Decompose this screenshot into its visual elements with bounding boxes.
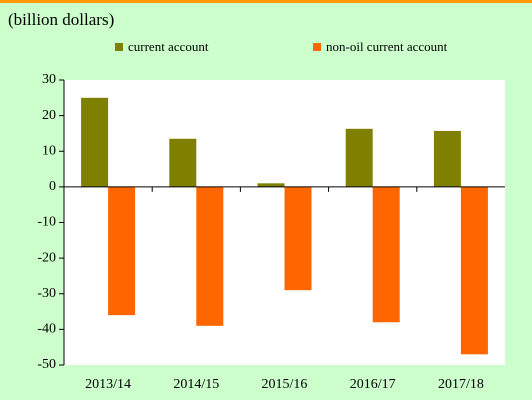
bar <box>196 186 224 326</box>
bar <box>433 130 461 187</box>
bar <box>372 186 400 323</box>
bar <box>345 128 373 187</box>
y-tick-label: -30 <box>37 286 56 301</box>
y-tick-label: 10 <box>42 143 56 158</box>
legend-swatch <box>115 43 123 51</box>
legend-swatch <box>313 43 321 51</box>
bar <box>169 138 197 187</box>
bar <box>108 186 136 316</box>
legend-label: non-oil current account <box>326 39 448 54</box>
y-tick-label: -20 <box>37 250 56 265</box>
y-tick-label: 0 <box>49 179 56 194</box>
x-tick-label: 2017/18 <box>438 377 484 392</box>
bar <box>81 97 109 187</box>
y-tick-label: -40 <box>37 322 56 337</box>
y-tick-label: -50 <box>37 357 56 372</box>
legend-label: current account <box>128 39 209 54</box>
y-tick-label: -10 <box>37 215 56 230</box>
x-tick-label: 2016/17 <box>350 377 396 392</box>
x-tick-label: 2014/15 <box>173 377 219 392</box>
chart-title: (billion dollars) <box>8 10 114 29</box>
x-tick-label: 2013/14 <box>85 377 131 392</box>
y-tick-label: 20 <box>42 108 56 123</box>
bar <box>257 183 285 187</box>
y-tick-label: 30 <box>42 72 56 87</box>
top-border <box>0 0 532 3</box>
bar <box>460 186 488 355</box>
bar <box>284 186 312 291</box>
x-tick-label: 2015/16 <box>262 377 308 392</box>
